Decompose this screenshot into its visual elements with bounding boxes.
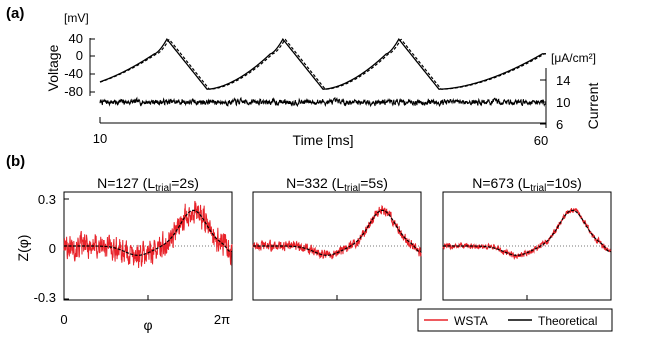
prc-subplot-1: N=127 (Ltrial=2s) [63,175,233,301]
voltage-trace [99,38,546,90]
current-axis-label: Current [585,83,601,130]
phase-tick-0: 0 [60,312,67,327]
prc-subplot-2-wsta-trace [252,204,422,260]
voltage-tick-0: 0 [76,48,83,63]
prc-subplot-3-title: N=673 (Ltrial=10s) [472,175,582,194]
legend: WSTA Theoretical [417,308,613,332]
phase-tick-phi: φ [143,317,152,333]
prc-subplot-1-ticks [64,198,149,300]
legend-label-theoretical: Theoretical [538,314,597,328]
panel-b-label: (b) [6,153,25,170]
voltage-axis [89,38,95,96]
prc-subplot-2-theoretical-trace [253,209,422,256]
current-unit: [μA/cm²] [551,51,596,65]
z-tick-0.3: 0.3 [38,192,56,207]
panel-a-label: (a) [6,5,24,22]
z-tick-minus0.3: -0.3 [34,290,56,305]
panel-b: (b) Z(φ) 0.3 0 -0.3 0 φ 2π N=127 (Ltrial… [6,153,613,333]
voltage-unit: [mV] [64,11,89,25]
voltage-tick-minus40: -40 [64,66,83,81]
voltage-tick-minus80: -80 [64,84,83,99]
legend-label-wsta: WSTA [454,314,488,328]
current-tick-10: 10 [556,95,570,110]
prc-subplot-1-wsta-trace [63,200,233,268]
time-axis [99,117,547,124]
prc-subplot-2: N=332 (Ltrial=5s) [252,175,422,301]
panel-a: (a) [mV] Voltage 40 0 -40 -80 [μA/cm²] 1… [6,5,601,148]
current-tick-6: 6 [556,117,563,132]
current-trace [99,96,547,108]
z-phi-axis-label: Z(φ) [15,235,31,262]
prc-subplot-3-wsta-trace [442,207,612,261]
time-axis-label: Time [ms] [293,132,354,148]
time-tick-10: 10 [93,131,107,146]
prc-subplot-3-theoretical-trace [443,209,612,256]
current-tick-14: 14 [556,73,570,88]
voltage-tick-40: 40 [69,31,83,46]
current-axis [540,68,547,128]
prc-subplot-1-theoretical-trace [64,209,233,256]
time-tick-60: 60 [534,133,548,148]
phase-tick-2pi: 2π [214,312,230,327]
prc-subplot-2-title: N=332 (Ltrial=5s) [286,175,388,194]
voltage-axis-label: Voltage [45,44,61,91]
prc-subplot-3: N=673 (Ltrial=10s) [442,175,612,301]
z-tick-0: 0 [49,241,56,256]
voltage-trace-dashed [99,38,546,90]
prc-subplot-1-title: N=127 (Ltrial=2s) [97,175,199,194]
